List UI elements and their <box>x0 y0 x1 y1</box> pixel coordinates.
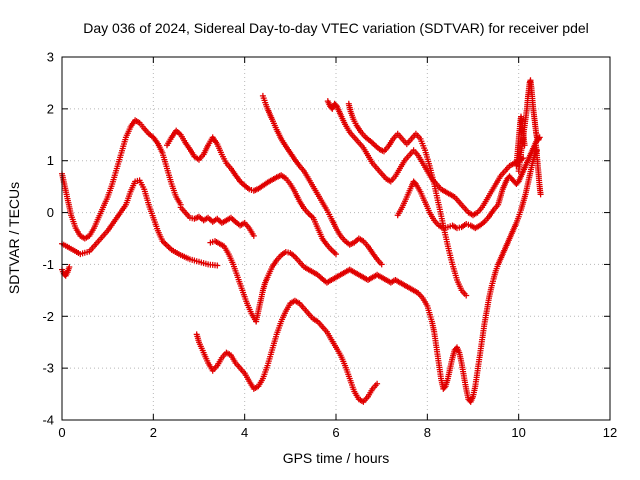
y-tick-label: -1 <box>42 257 54 272</box>
x-tick-label: 8 <box>424 425 431 440</box>
y-tick-label: 2 <box>47 101 54 116</box>
x-tick-label: 2 <box>150 425 157 440</box>
x-tick-label: 0 <box>58 425 65 440</box>
x-tick-label: 12 <box>603 425 617 440</box>
series-trace-5 <box>259 92 385 268</box>
series-trace-14 <box>513 113 528 169</box>
y-tick-label: -4 <box>42 413 54 428</box>
y-tick-label: 0 <box>47 205 54 220</box>
series-trace-1 <box>59 117 184 242</box>
series-trace-9 <box>394 137 540 232</box>
y-tick-label: -3 <box>42 361 54 376</box>
x-axis-label: GPS time / hours <box>282 450 390 466</box>
series-trace-3 <box>177 204 257 239</box>
x-tick-label: 10 <box>511 425 525 440</box>
series-trace-6 <box>193 297 381 405</box>
x-tick-label: 6 <box>332 425 339 440</box>
chart-title: Day 036 of 2024, Sidereal Day-to-day VTE… <box>83 20 589 36</box>
y-tick-label: 1 <box>47 153 54 168</box>
series-trace-11 <box>59 264 73 279</box>
y-tick-label: -2 <box>42 309 54 324</box>
series-trace-12 <box>207 238 260 325</box>
x-tick-label: 4 <box>241 425 248 440</box>
series-trace-2 <box>59 177 221 269</box>
y-tick-label: 3 <box>47 50 54 65</box>
series-trace-15 <box>533 142 544 198</box>
series-trace-4 <box>164 127 339 258</box>
series-trace-10 <box>345 100 470 299</box>
